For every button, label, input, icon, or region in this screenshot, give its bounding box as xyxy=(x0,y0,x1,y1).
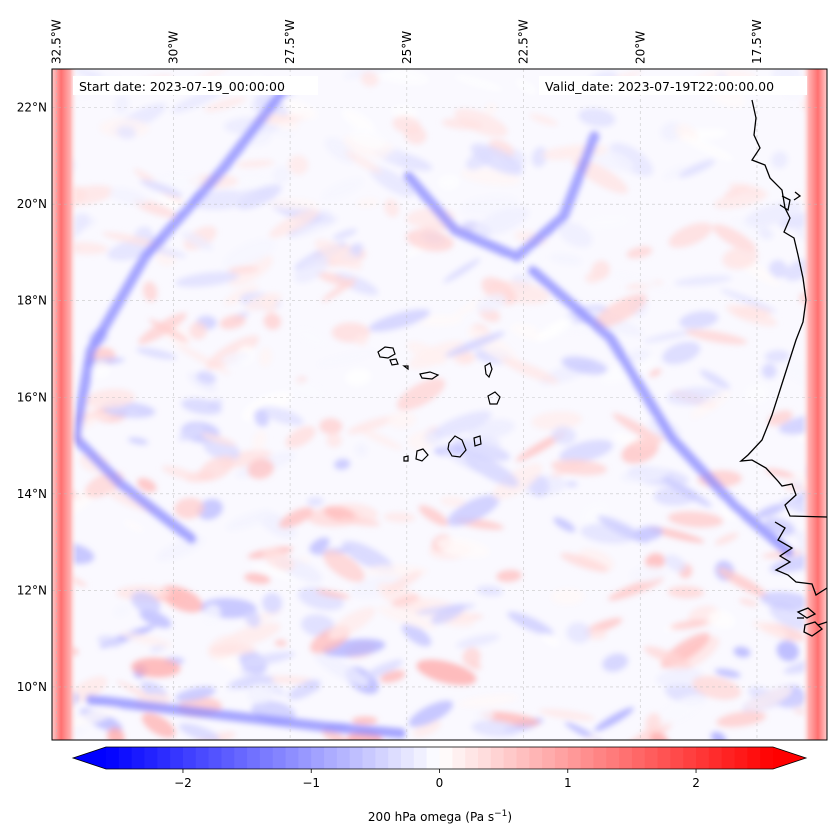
colorbar-bin xyxy=(298,747,312,769)
colorbar-bin xyxy=(721,747,736,769)
colorbar-tick-label: −1 xyxy=(302,776,320,790)
colorbar-bin xyxy=(182,747,197,769)
lat-tick-label: 20°N xyxy=(17,197,47,211)
lat-tick-label: 12°N xyxy=(17,583,47,597)
colorbar-bin xyxy=(465,747,479,769)
colorbar-bin xyxy=(619,747,633,769)
start-date-label: Start date: 2023-07-19_00:00:00 xyxy=(73,76,318,95)
colorbar-bin xyxy=(144,747,158,769)
lon-tick-label: 32.5°W xyxy=(50,19,64,64)
colorbar-bin xyxy=(131,747,146,769)
colorbar-bin xyxy=(208,747,223,769)
colorbar-bin xyxy=(503,747,518,769)
colorbar-bin xyxy=(349,747,364,769)
lon-tick-label: 22.5°W xyxy=(517,19,531,64)
colorbar-bin xyxy=(272,747,287,769)
latitude-tick-labels: 22°N 20°N 18°N 16°N 14°N 12°N 10°N xyxy=(17,101,47,694)
lat-tick-label: 22°N xyxy=(17,101,47,115)
lat-tick-label: 14°N xyxy=(17,487,47,501)
colorbar-bin xyxy=(388,747,402,769)
colorbar-bin xyxy=(477,747,492,769)
colorbar-bin xyxy=(657,747,671,769)
valid-date-text: Valid_date: 2023-07-19T22:00:00.00 xyxy=(545,79,774,94)
colorbar-bin xyxy=(593,747,607,769)
cape-verde-coastline xyxy=(377,346,501,462)
colorbar-bin xyxy=(311,747,325,769)
colorbar-tick-label: 0 xyxy=(436,776,444,790)
colorbar-extend-low xyxy=(73,747,106,769)
lon-tick-label: 17.5°W xyxy=(750,19,764,64)
colorbar-bin xyxy=(362,747,376,769)
colorbar-bin xyxy=(580,747,595,769)
colorbar-bin xyxy=(631,747,646,769)
colorbar-bin xyxy=(426,747,441,769)
longitude-tick-labels: 32.5°W 30°W 27.5°W 25°W 22.5°W 20°W 17.5°W xyxy=(50,19,764,64)
lon-tick-label: 20°W xyxy=(633,31,647,64)
colorbar-bin xyxy=(195,747,210,769)
colorbar-tick-label: 1 xyxy=(564,776,572,790)
colorbar-bin xyxy=(516,747,530,769)
valid-date-label: Valid_date: 2023-07-19T22:00:00.00 xyxy=(539,76,807,95)
lon-tick-label: 25°W xyxy=(400,31,414,64)
colorbar-label: 200 hPa omega (Pa s−1) xyxy=(368,809,512,824)
colorbar-bin xyxy=(760,747,774,769)
colorbar-bin xyxy=(234,747,248,769)
colorbar-bin xyxy=(413,747,428,769)
africa-coastline xyxy=(739,99,827,637)
right-boundary-band xyxy=(801,69,827,740)
lat-tick-label: 10°N xyxy=(17,680,47,694)
colorbar-bin xyxy=(747,747,761,769)
colorbar-bin xyxy=(336,747,351,769)
colorbar-bin xyxy=(490,747,505,769)
colorbar-bin xyxy=(708,747,723,769)
colorbar-bin xyxy=(324,747,338,769)
colorbar-bin xyxy=(670,747,684,769)
start-date-text: Start date: 2023-07-19_00:00:00 xyxy=(79,79,285,94)
colorbar-bin xyxy=(554,747,569,769)
colorbar: −2 −1 0 1 2 200 hPa omega (Pa s−1) xyxy=(71,746,808,824)
gridlines xyxy=(52,69,827,740)
colorbar-bin xyxy=(439,747,453,769)
colorbar-tick-label: 2 xyxy=(692,776,700,790)
colorbar-outline xyxy=(71,746,808,770)
lon-tick-label: 27.5°W xyxy=(283,19,297,64)
colorbar-bin xyxy=(401,747,415,769)
colorbar-bin xyxy=(285,747,300,769)
colorbar-bin xyxy=(157,747,171,769)
colorbar-bin xyxy=(542,747,556,769)
lat-tick-label: 18°N xyxy=(17,294,47,308)
colorbar-bin xyxy=(259,747,274,769)
lat-tick-label: 16°N xyxy=(17,390,47,404)
colorbar-bin xyxy=(567,747,582,769)
colorbar-bin xyxy=(247,747,261,769)
colorbar-bin xyxy=(375,747,389,769)
colorbar-bin xyxy=(170,747,184,769)
colorbar-bin xyxy=(221,747,235,769)
colorbar-extend-high xyxy=(773,747,806,769)
colorbar-bin xyxy=(606,747,620,769)
colorbar-bin xyxy=(644,747,659,769)
colorbar-bin xyxy=(734,747,748,769)
colorbar-bin xyxy=(106,747,120,769)
colorbar-bin xyxy=(452,747,466,769)
colorbar-bin xyxy=(529,747,543,769)
colorbar-bin xyxy=(696,747,710,769)
left-boundary-band xyxy=(52,69,78,740)
colorbar-bin xyxy=(683,747,697,769)
lon-tick-label: 30°W xyxy=(166,31,180,64)
colorbar-tick-label: −2 xyxy=(174,776,192,790)
colorbar-bin xyxy=(118,747,133,769)
map-panel xyxy=(51,68,828,741)
